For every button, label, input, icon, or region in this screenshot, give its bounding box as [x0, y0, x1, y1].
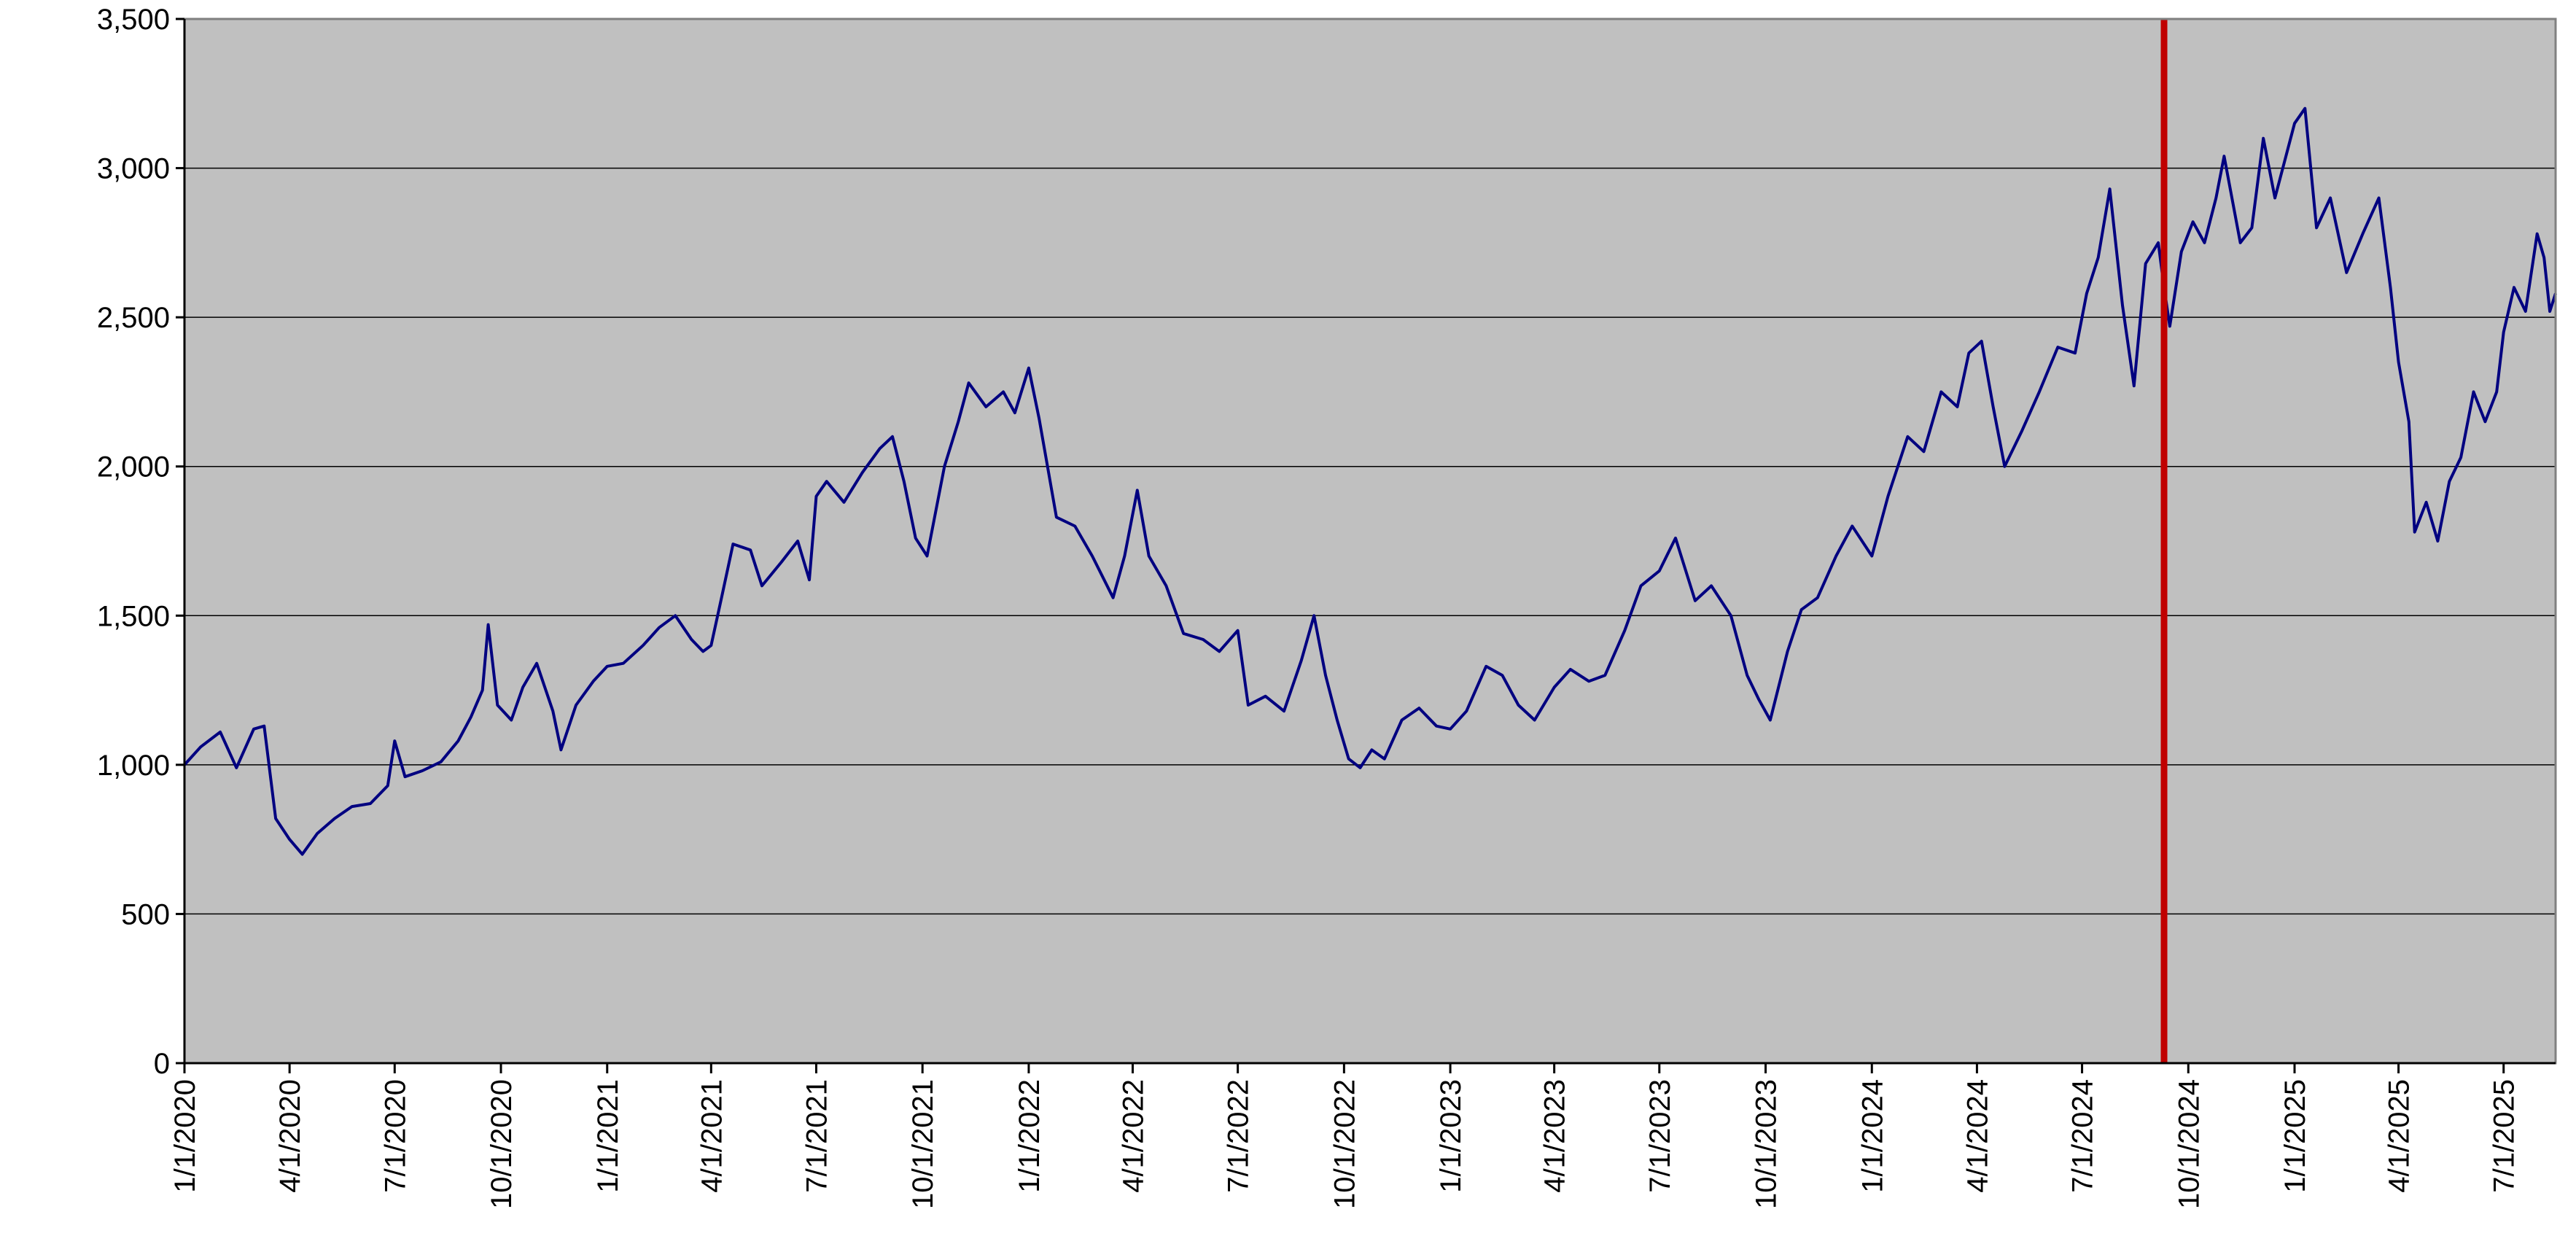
x-tick-label: 1/1/2023: [1435, 1079, 1467, 1193]
x-tick-label: 10/1/2023: [1751, 1079, 1783, 1209]
x-tick-label: 1/1/2022: [1013, 1079, 1046, 1193]
y-tick-label: 3,500: [97, 4, 170, 36]
y-tick-label: 3,000: [97, 153, 170, 185]
y-tick-label: 500: [121, 898, 170, 930]
x-tick-label: 4/1/2020: [274, 1079, 306, 1193]
series-layer: [183, 106, 2557, 856]
x-tick-label: 7/1/2024: [2067, 1079, 2099, 1193]
x-tick-label: 4/1/2025: [2384, 1079, 2416, 1193]
y-axis-ticks: 0 500 1,000 1,500 2,000 2,500 3,000 3,500: [97, 4, 184, 1080]
plot-area: [184, 19, 2556, 1063]
x-tick-label: 1/1/2020: [169, 1079, 201, 1193]
x-tick-label: 4/1/2024: [1961, 1079, 1993, 1193]
x-tick-label: 10/1/2024: [2173, 1079, 2205, 1209]
x-tick-label: 1/1/2024: [1856, 1079, 1888, 1193]
y-tick-label: 1,000: [97, 750, 170, 782]
series-line-0: [183, 106, 2557, 856]
x-tick-label: 7/1/2021: [801, 1079, 833, 1193]
x-tick-label: 10/1/2022: [1328, 1079, 1361, 1209]
x-tick-label: 4/1/2023: [1539, 1079, 1571, 1193]
y-tick-label: 2,500: [97, 302, 170, 334]
x-tick-label: 1/1/2025: [2279, 1079, 2311, 1193]
y-tick-label: 0: [154, 1048, 170, 1080]
x-tick-label: 7/1/2025: [2489, 1079, 2521, 1193]
x-tick-label: 1/1/2021: [592, 1079, 624, 1193]
x-tick-label: 7/1/2020: [379, 1079, 411, 1193]
y-tick-label: 1,500: [97, 600, 170, 632]
x-tick-label: 10/1/2021: [907, 1079, 939, 1209]
x-tick-label: 4/1/2021: [696, 1079, 728, 1193]
x-tick-label: 7/1/2022: [1223, 1079, 1255, 1193]
x-tick-label: 7/1/2023: [1644, 1079, 1676, 1193]
x-axis-ticks: 1/1/2020 4/1/2020 7/1/2020 10/1/2020 1/1/202…: [169, 1063, 2521, 1209]
y-tick-label: 2,000: [97, 451, 170, 483]
axes: [183, 18, 2557, 1065]
x-tick-label: 10/1/2020: [486, 1079, 518, 1209]
x-tick-label: 4/1/2022: [1117, 1079, 1149, 1193]
